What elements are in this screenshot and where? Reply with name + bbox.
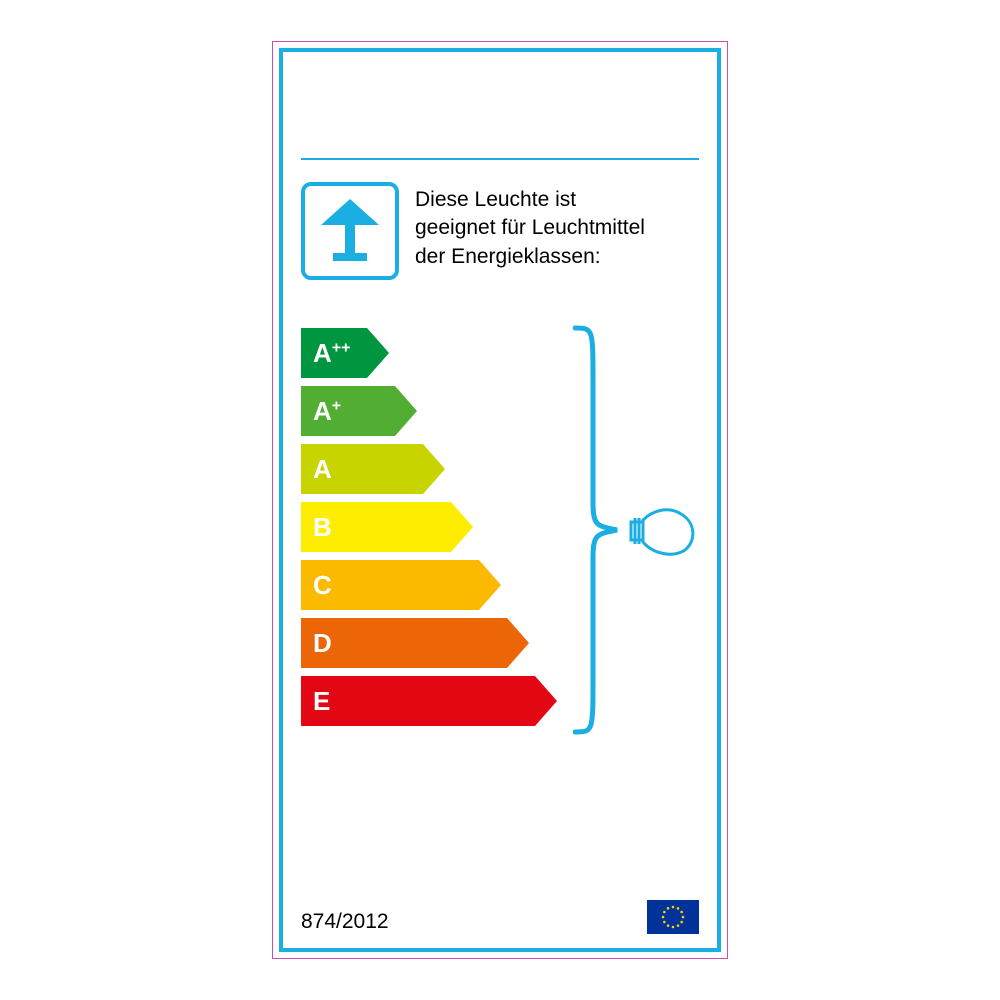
arrow-label: E [313, 686, 330, 717]
lamp-icon [315, 195, 385, 267]
arrow-head [535, 676, 557, 726]
arrow-head [507, 618, 529, 668]
energy-arrow-A++: A++ [301, 328, 557, 378]
arrow-head [451, 502, 473, 552]
arrow-body: E [301, 676, 535, 726]
arrow-label: A++ [313, 338, 350, 369]
arrow-stack: A++ A+ ABCDE [301, 328, 557, 734]
energy-arrow-A: A [301, 444, 557, 494]
energy-arrow-C: C [301, 560, 557, 610]
info-line-3: der Energieklassen: [415, 243, 645, 271]
info-row: Diese Leuchte ist geeignet für Leuchtmit… [283, 160, 717, 280]
info-text: Diese Leuchte ist geeignet für Leuchtmit… [415, 182, 645, 271]
energy-arrow-D: D [301, 618, 557, 668]
energy-arrow-E: E [301, 676, 557, 726]
arrow-body: B [301, 502, 451, 552]
arrow-body: A+ [301, 386, 395, 436]
eu-flag-icon [647, 900, 699, 934]
arrow-head [367, 328, 389, 378]
arrow-body: D [301, 618, 507, 668]
energy-class-chart: A++ A+ ABCDE [301, 328, 699, 746]
info-line-2: geeignet für Leuchtmittel [415, 214, 645, 242]
info-line-1: Diese Leuchte ist [415, 186, 645, 214]
energy-arrow-B: B [301, 502, 557, 552]
arrow-label: C [313, 570, 332, 601]
arrow-head [423, 444, 445, 494]
energy-label-inner: Diese Leuchte ist geeignet für Leuchtmit… [279, 48, 721, 952]
energy-arrow-A+: A+ [301, 386, 557, 436]
energy-label-outer: Diese Leuchte ist geeignet für Leuchtmit… [272, 41, 728, 959]
brace-icon [573, 322, 621, 738]
arrow-head [479, 560, 501, 610]
bulb-icon [623, 504, 701, 558]
footer: 874/2012 [301, 900, 699, 934]
arrow-body: A++ [301, 328, 367, 378]
arrow-head [395, 386, 417, 436]
arrow-body: A [301, 444, 423, 494]
arrow-label: B [313, 512, 332, 543]
arrow-body: C [301, 560, 479, 610]
arrow-label: A+ [313, 396, 341, 427]
regulation-number: 874/2012 [301, 910, 389, 934]
lamp-icon-box [301, 182, 399, 280]
arrow-label: A [313, 454, 332, 485]
arrow-label: D [313, 628, 332, 659]
header-blank-area [301, 52, 699, 160]
